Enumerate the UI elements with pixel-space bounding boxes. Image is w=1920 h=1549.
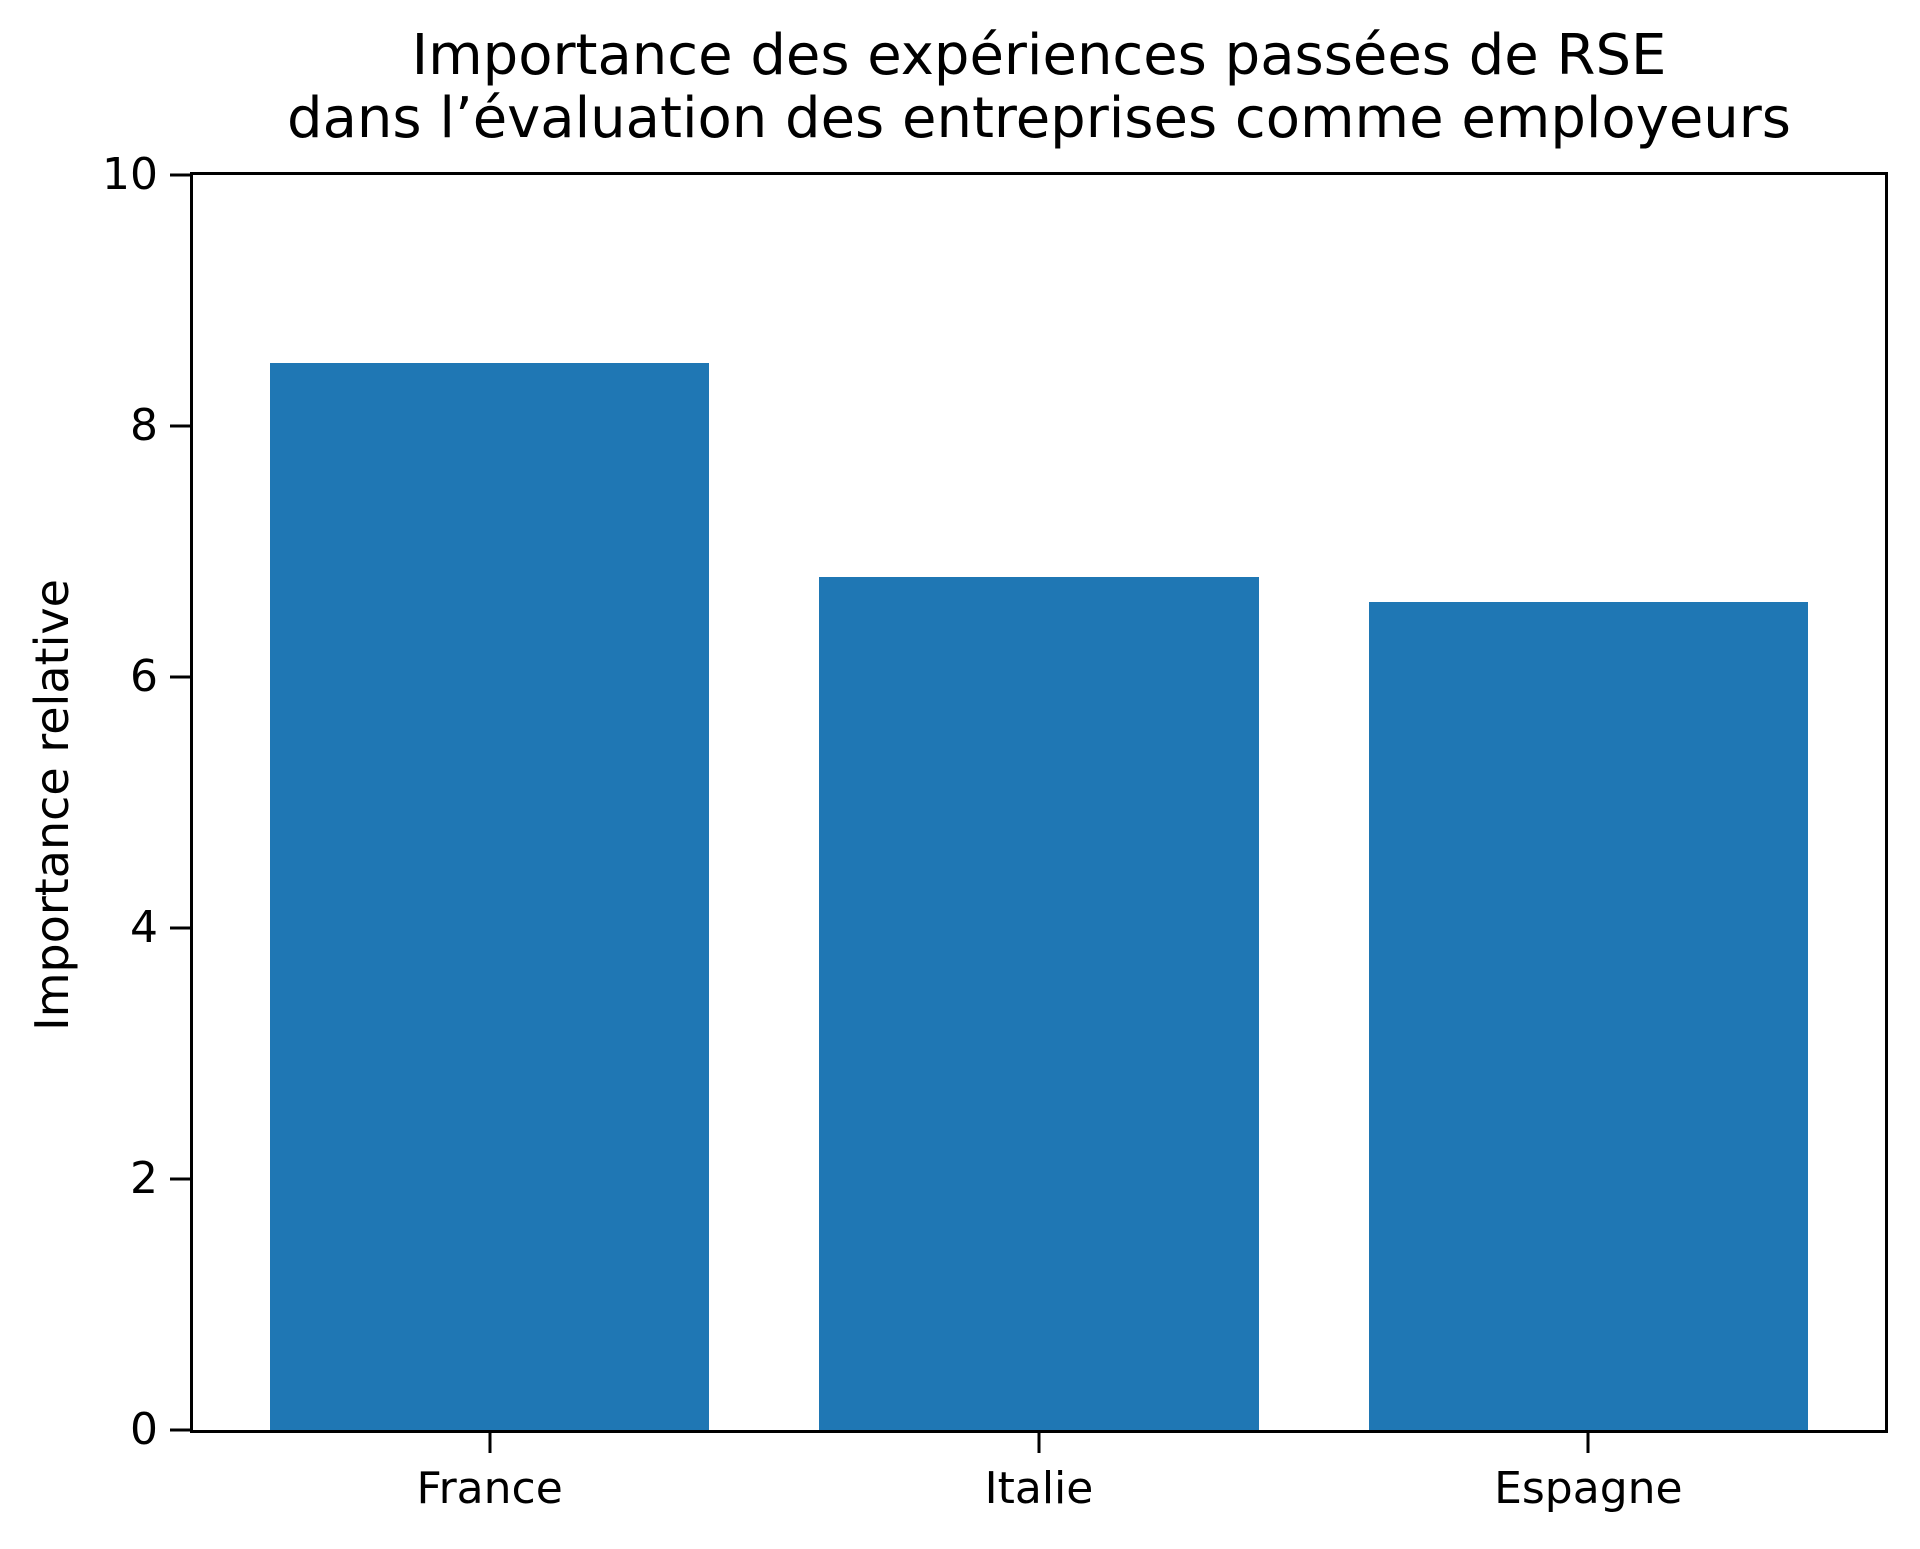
plot-area: 0 2 4 6 8 10 France Italie Espagne <box>102 153 1888 1514</box>
chart-title: Importance des expériences passées de RS… <box>190 24 1888 150</box>
y-tick-4 <box>170 926 190 930</box>
x-tick-label-italie: Italie <box>984 1463 1094 1514</box>
chart-title-line2: dans l’évaluation des entreprises comme … <box>287 86 1791 151</box>
y-tick-label-6: 6 <box>130 651 158 702</box>
x-tick-france <box>488 1433 492 1453</box>
chart-title-line1: Importance des expériences passées de RS… <box>411 23 1667 88</box>
y-tick-label-2: 2 <box>130 1153 158 1204</box>
y-tick-label-0: 0 <box>130 1404 158 1455</box>
x-tick-italie <box>1037 1433 1041 1453</box>
y-tick-label-10: 10 <box>102 149 158 200</box>
bar-espagne <box>1368 601 1809 1430</box>
y-tick-2 <box>170 1177 190 1181</box>
y-tick-10 <box>170 173 190 177</box>
x-tick-espagne <box>1586 1433 1590 1453</box>
y-tick-label-4: 4 <box>130 902 158 953</box>
bar-italie <box>819 576 1259 1430</box>
y-tick-label-8: 8 <box>130 400 158 451</box>
x-tick-label-france: France <box>416 1463 563 1514</box>
bar-france <box>269 363 710 1430</box>
y-tick-8 <box>170 424 190 428</box>
y-axis-label: Importance relative <box>25 579 79 1031</box>
x-tick-label-espagne: Espagne <box>1494 1463 1683 1514</box>
y-tick-0 <box>170 1428 190 1432</box>
y-tick-6 <box>170 675 190 679</box>
